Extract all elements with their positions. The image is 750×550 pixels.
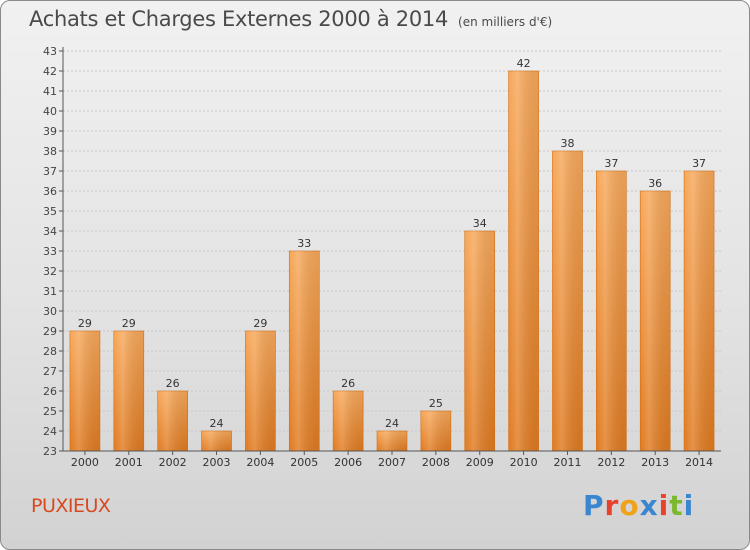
logo-letter: i bbox=[658, 489, 670, 522]
x-tick-label: 2000 bbox=[71, 456, 99, 469]
x-tick-label: 2005 bbox=[290, 456, 318, 469]
y-tick-label: 24 bbox=[43, 425, 57, 438]
y-tick-label: 25 bbox=[43, 405, 57, 418]
data-label: 37 bbox=[604, 157, 618, 170]
bar-shine bbox=[552, 151, 583, 451]
bar-shine bbox=[245, 331, 276, 451]
bars: 29 29 26 24 29 33 26 24 25 34 42 38 37 36 37 bbox=[69, 57, 715, 452]
bar-shine bbox=[113, 331, 144, 451]
data-label: 37 bbox=[692, 157, 706, 170]
data-label: 36 bbox=[648, 177, 662, 190]
y-tick-label: 41 bbox=[43, 85, 57, 98]
chart-title: Achats et Charges Externes 2000 à 2014 bbox=[29, 7, 449, 31]
x-tick-label: 2012 bbox=[597, 456, 625, 469]
y-tick-label: 37 bbox=[43, 165, 57, 178]
axes: 23 24 25 26 27 28 29 30 31 32 33 34 35 36 37 38 39 40 41 42… bbox=[43, 45, 721, 469]
x-tick-label: 2010 bbox=[510, 456, 538, 469]
data-label: 29 bbox=[253, 317, 267, 330]
y-tick-label: 23 bbox=[43, 445, 57, 458]
data-label: 29 bbox=[78, 317, 92, 330]
x-tick-label: 2002 bbox=[159, 456, 187, 469]
bar-shine bbox=[464, 231, 495, 451]
y-tick-label: 42 bbox=[43, 65, 57, 78]
logo-letter: t bbox=[669, 489, 684, 522]
data-label: 24 bbox=[210, 417, 224, 430]
data-label: 33 bbox=[297, 237, 311, 250]
y-tick-label: 27 bbox=[43, 365, 57, 378]
bar-shine bbox=[684, 171, 715, 451]
y-tick-label: 35 bbox=[43, 205, 57, 218]
x-tick-label: 2014 bbox=[685, 456, 713, 469]
logo-letter: r bbox=[604, 489, 620, 522]
bar-shine bbox=[289, 251, 320, 451]
x-tick-label: 2007 bbox=[378, 456, 406, 469]
bar-shine bbox=[201, 431, 232, 451]
y-tick-label: 26 bbox=[43, 385, 57, 398]
bar-shine bbox=[420, 411, 451, 451]
logo-letter: o bbox=[619, 489, 640, 522]
y-tick-label: 36 bbox=[43, 185, 57, 198]
data-label: 34 bbox=[473, 217, 487, 230]
logo-letter: x bbox=[639, 489, 659, 522]
y-tick-label: 39 bbox=[43, 125, 57, 138]
x-tick-label: 2003 bbox=[203, 456, 231, 469]
x-tick-label: 2006 bbox=[334, 456, 362, 469]
data-label: 26 bbox=[341, 377, 355, 390]
y-tick-label: 40 bbox=[43, 105, 57, 118]
bar-shine bbox=[157, 391, 188, 451]
data-label: 24 bbox=[385, 417, 399, 430]
y-tick-label: 34 bbox=[43, 225, 57, 238]
y-tick-label: 43 bbox=[43, 45, 57, 58]
x-tick-label: 2001 bbox=[115, 456, 143, 469]
bar-shine bbox=[377, 431, 407, 451]
chart-title-block: Achats et Charges Externes 2000 à 2014 (e… bbox=[29, 7, 552, 31]
bar-shine bbox=[333, 391, 364, 451]
data-label: 38 bbox=[560, 137, 574, 150]
bar-shine bbox=[69, 331, 100, 451]
bar-shine bbox=[508, 71, 539, 451]
proxiti-logo: Proxiti bbox=[583, 489, 694, 522]
x-tick-label: 2004 bbox=[246, 456, 274, 469]
y-tick-label: 33 bbox=[43, 245, 57, 258]
y-tick-label: 29 bbox=[43, 325, 57, 338]
x-tick-label: 2013 bbox=[641, 456, 669, 469]
y-tick-label: 30 bbox=[43, 305, 57, 318]
x-tick-label: 2008 bbox=[422, 456, 450, 469]
data-label: 26 bbox=[166, 377, 180, 390]
commune-name: PUXIEUX bbox=[31, 495, 111, 517]
logo-letter: P bbox=[583, 489, 605, 522]
logo-letter: i bbox=[683, 489, 695, 522]
y-tick-label: 32 bbox=[43, 265, 57, 278]
bar-shine bbox=[596, 171, 627, 451]
y-tick-label: 28 bbox=[43, 345, 57, 358]
data-label: 29 bbox=[122, 317, 136, 330]
x-tick-label: 2011 bbox=[553, 456, 581, 469]
bar-shine bbox=[640, 191, 671, 451]
data-label: 42 bbox=[517, 57, 531, 70]
data-label: 25 bbox=[429, 397, 443, 410]
y-tick-label: 31 bbox=[43, 285, 57, 298]
y-tick-label: 38 bbox=[43, 145, 57, 158]
chart-unit: (en milliers d'€) bbox=[458, 15, 553, 29]
x-tick-label: 2009 bbox=[466, 456, 494, 469]
